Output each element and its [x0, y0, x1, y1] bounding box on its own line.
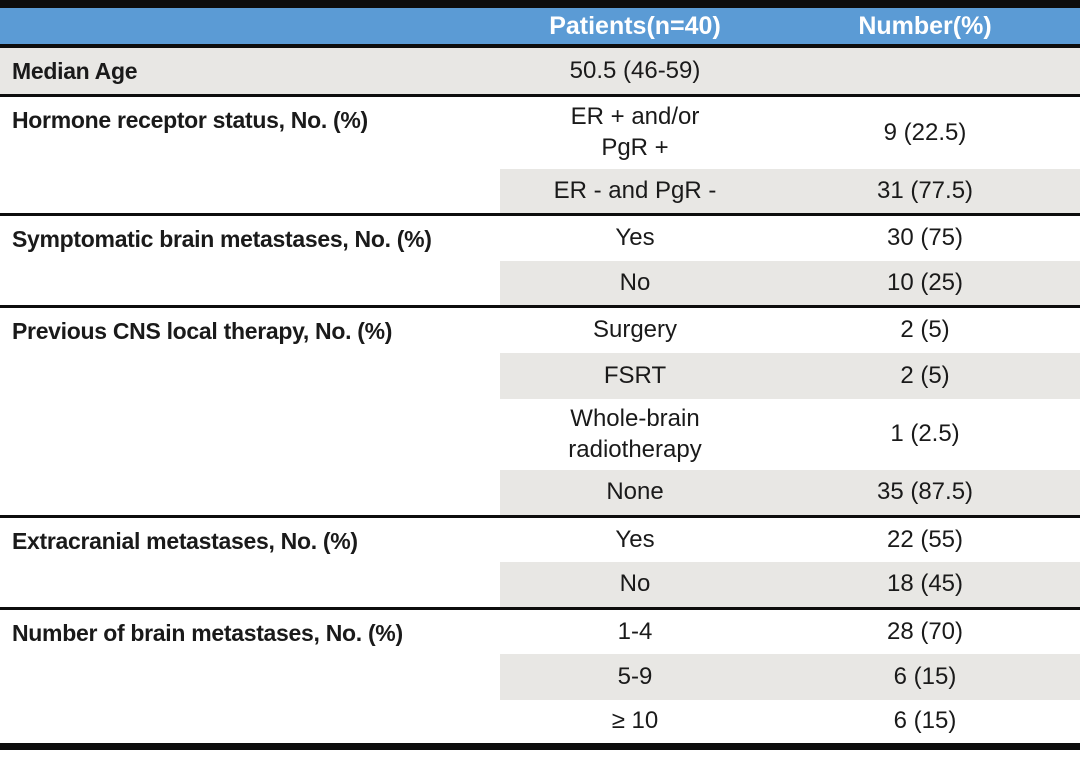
- table-row: FSRT 2 (5): [0, 352, 1080, 399]
- table-row: None 35 (87.5): [0, 470, 1080, 517]
- number-cell: 6 (15): [893, 707, 957, 735]
- patients-cell: Surgery: [500, 305, 770, 353]
- row-group-label: Hormone receptor status, No. (%): [0, 94, 500, 215]
- number-cell: 18 (45): [770, 562, 1080, 609]
- header-cell-empty: [0, 4, 500, 48]
- patients-cell: Yes: [500, 213, 770, 261]
- table-row: Hormone receptor status, No. (%) ER + and…: [0, 94, 1080, 215]
- row-group-label: Previous CNS local therapy, No. (%): [0, 305, 500, 517]
- table-row: Symptomatic brain metastases, No. (%) Yes…: [0, 213, 1080, 307]
- header-cell-patients: Patients(n=40): [500, 4, 770, 48]
- patients-cell: FSRT: [500, 352, 770, 399]
- header-cell-number: Number(%): [770, 4, 1080, 48]
- patients-cell: None: [500, 470, 770, 517]
- table-row: ≥ 10 6 (15): [0, 700, 1080, 746]
- patients-cell: 1-4: [500, 606, 770, 655]
- patients-cell: ER - and PgR -: [500, 168, 770, 215]
- patients-cell: Yes: [500, 514, 770, 563]
- row-group-label: Median Age: [0, 44, 500, 96]
- patients-cell: ≥ 10: [611, 707, 659, 735]
- number-cell: 30 (75): [770, 213, 1080, 261]
- table-row: 5-9 6 (15): [0, 654, 1080, 701]
- patients-cell: No: [500, 562, 770, 609]
- table-row: Previous CNS local therapy, No. (%) Surge…: [0, 305, 1080, 517]
- table-row: No 18 (45): [0, 562, 1080, 609]
- number-cell: 10 (25): [770, 260, 1080, 307]
- row-group-label: Extracranial metastases, No. (%): [0, 514, 500, 609]
- patients-cell: ER + and/or PgR +: [500, 94, 770, 169]
- number-cell: 1 (2.5): [890, 420, 960, 448]
- number-cell: 31 (77.5): [770, 168, 1080, 215]
- table-row: Extracranial metastases, No. (%) Yes 22 (5…: [0, 514, 1080, 609]
- number-cell: 35 (87.5): [770, 470, 1080, 517]
- table-row: Median Age 50.5 (46-59): [0, 44, 1080, 96]
- number-cell: 28 (70): [770, 606, 1080, 655]
- table-row: No 10 (25): [0, 260, 1080, 307]
- number-cell: 6 (15): [770, 654, 1080, 701]
- header-row: Patients(n=40) Number(%): [0, 4, 1080, 48]
- patients-cell: 5-9: [500, 654, 770, 701]
- number-cell: 2 (5): [770, 352, 1080, 399]
- patients-cell: No: [500, 260, 770, 307]
- table-header: Patients(n=40) Number(%): [0, 4, 1080, 48]
- number-cell: 22 (55): [770, 514, 1080, 563]
- number-cell: [770, 44, 1080, 96]
- patients-cell: 50.5 (46-59): [500, 44, 770, 96]
- patients-cell: Whole-brain radiotherapy: [568, 404, 702, 463]
- row-group-label: Symptomatic brain metastases, No. (%): [0, 213, 500, 307]
- table-row: Whole-brain radiotherapy 1 (2.5): [0, 399, 1080, 470]
- table-row: ER - and PgR -31 (77.5): [0, 168, 1080, 215]
- table-row: Number of brain metastases, No. (%) 1-4 28…: [0, 606, 1080, 747]
- patient-characteristics-table: Patients(n=40) Number(%) Median Age 50.5 …: [0, 0, 1080, 750]
- row-group-label: Number of brain metastases, No. (%): [0, 606, 500, 747]
- number-cell: 9 (22.5): [770, 94, 1080, 169]
- table-body: Median Age 50.5 (46-59) Hormone receptor s…: [0, 44, 1080, 747]
- number-cell: 2 (5): [770, 305, 1080, 353]
